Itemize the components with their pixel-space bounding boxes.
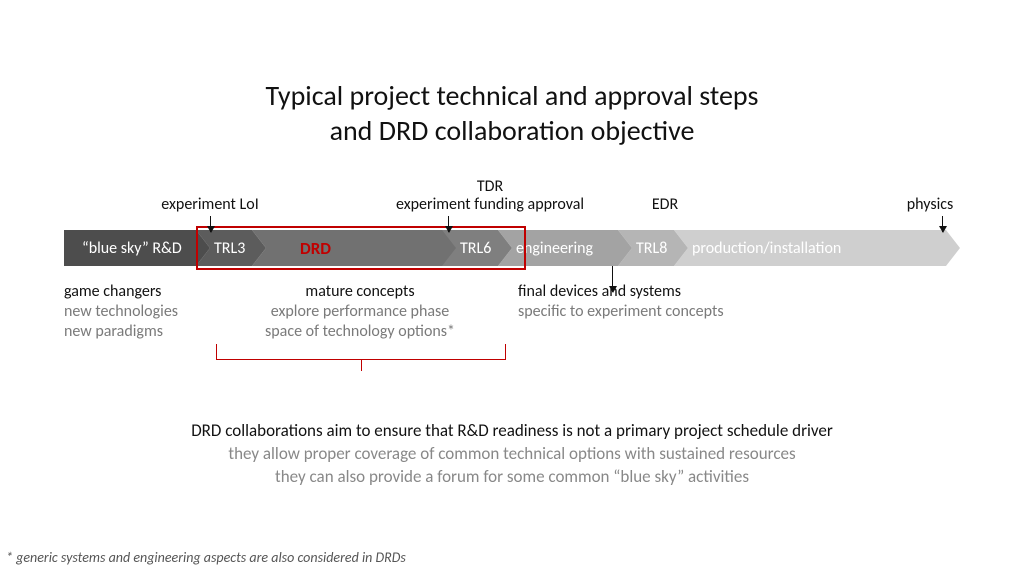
annot-edr: EDR — [525, 196, 805, 214]
annot-physics-arrow — [942, 216, 943, 232]
red-bracket — [216, 344, 506, 360]
desc-mature: mature conceptsexplore performance phase… — [250, 282, 470, 342]
annot-tdr-arrow — [448, 216, 449, 232]
drd-highlight-box — [196, 226, 526, 270]
footnote: * generic systems and engineering aspect… — [6, 549, 406, 566]
annot-loi: experiment LoI — [70, 196, 350, 214]
annot-loi-arrow — [210, 216, 211, 232]
annot-physics: physics — [790, 196, 1024, 214]
bottom-text: DRD collaborations aim to ensure that R&… — [0, 420, 1024, 489]
title-line-2: and DRD collaboration objective — [0, 113, 1024, 148]
desc-final: final devices and systemsspecific to exp… — [518, 282, 724, 322]
title-line-1: Typical project technical and approval s… — [0, 78, 1024, 113]
title-block: Typical project technical and approval s… — [0, 78, 1024, 148]
desc-game-changers: game changersnew technologiesnew paradig… — [64, 282, 178, 342]
seg-production: production/installation — [674, 230, 960, 266]
drd-highlight-label: DRD — [300, 238, 331, 259]
seg-blue-sky: “blue sky” R&D — [64, 230, 210, 266]
